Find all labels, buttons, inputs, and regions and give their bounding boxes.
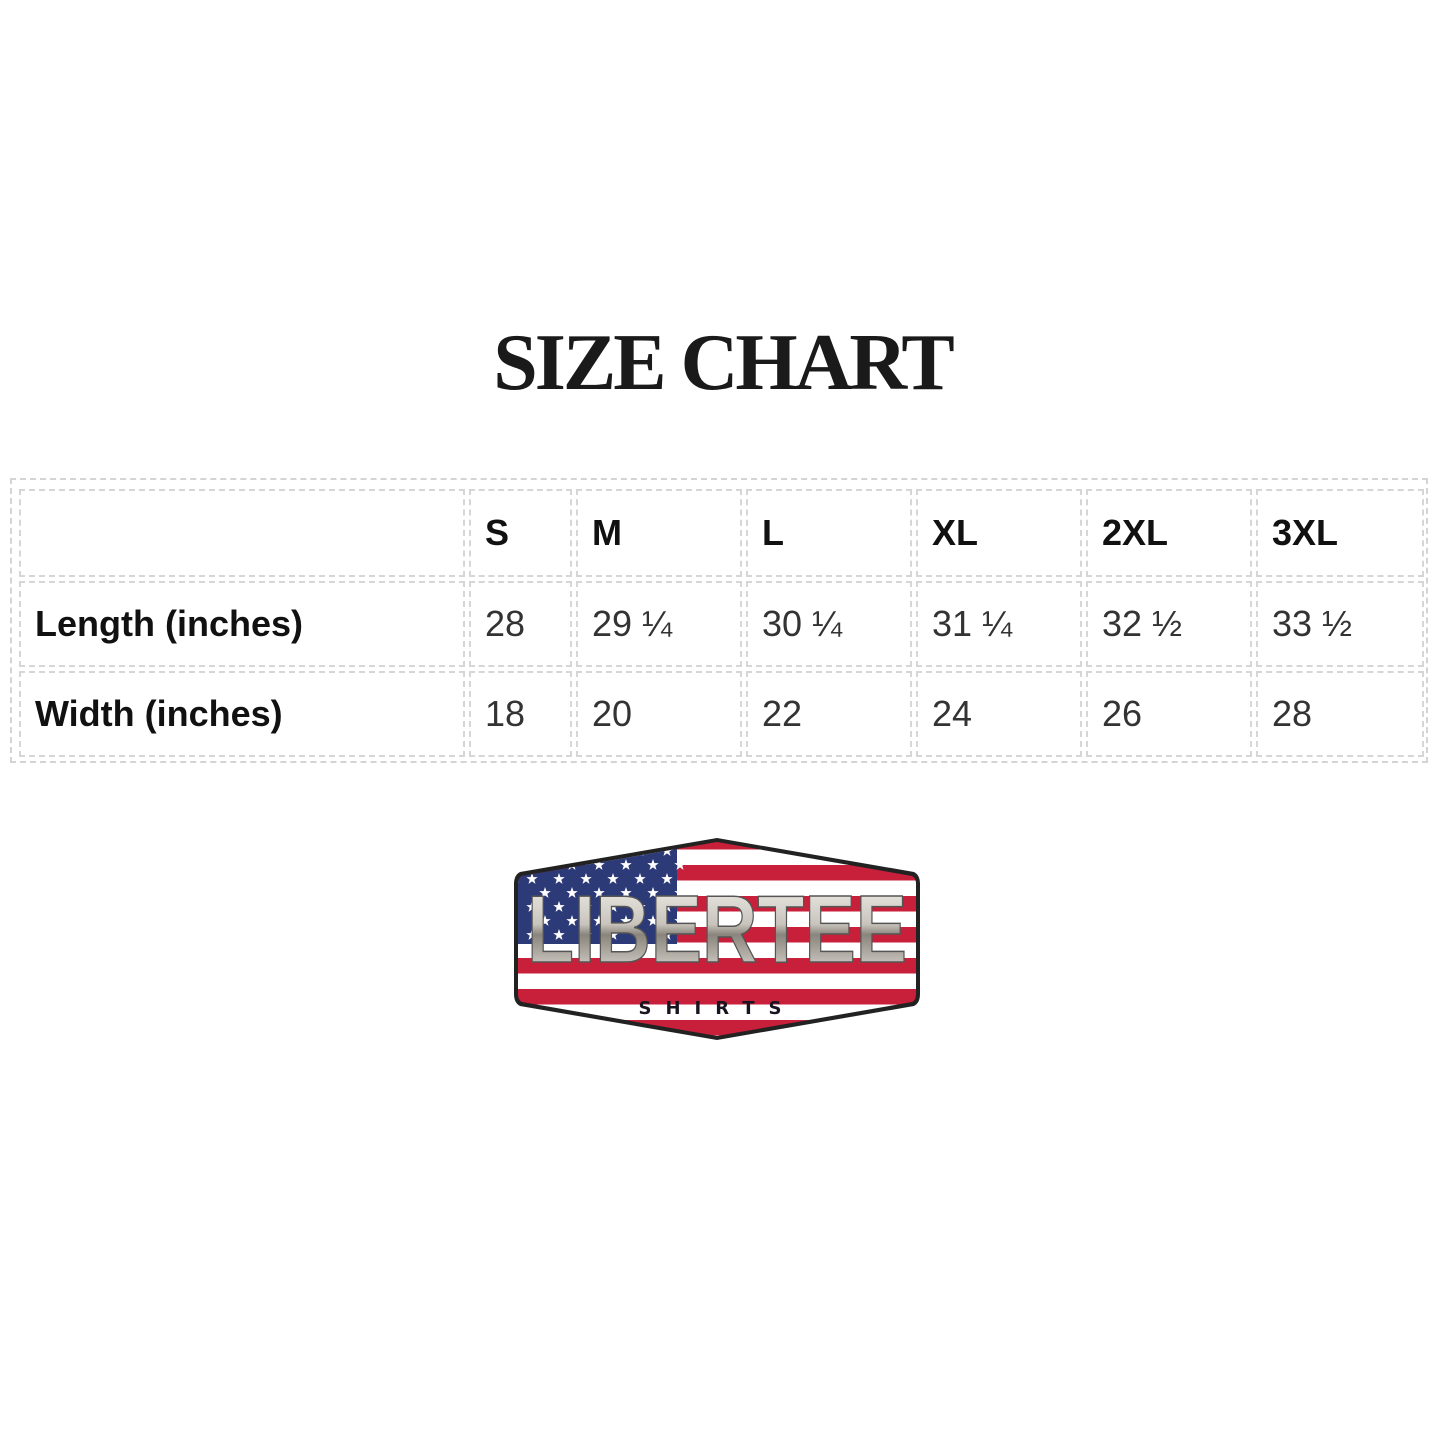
header-m: M — [576, 489, 742, 577]
header-3xl: 3XL — [1256, 489, 1424, 577]
cell: 32 ½ — [1086, 581, 1252, 667]
star-icon — [661, 929, 673, 940]
flag-stripe — [518, 1004, 916, 1020]
star-icon — [566, 915, 578, 926]
row-label-width: Width (inches) — [19, 671, 465, 757]
star-icon — [620, 915, 632, 926]
star-icon — [553, 929, 565, 940]
table-header-row: S M L XL 2XL 3XL — [19, 489, 1424, 577]
star-icon — [593, 915, 605, 926]
flag-stripe — [518, 973, 916, 989]
star-icon — [607, 901, 619, 912]
flag-stripe — [518, 942, 916, 958]
star-icon — [674, 915, 686, 926]
header-empty — [19, 489, 465, 577]
flag-stripe — [518, 1020, 916, 1036]
star-icon — [674, 887, 686, 898]
star-icon — [553, 845, 565, 856]
star-icon — [634, 929, 646, 940]
flag-stripe — [518, 1035, 916, 1036]
cell: 20 — [576, 671, 742, 757]
star-icon — [661, 873, 673, 884]
star-icon — [593, 887, 605, 898]
star-icon — [620, 887, 632, 898]
star-icon — [526, 901, 538, 912]
star-icon — [647, 915, 659, 926]
cell: 28 — [469, 581, 572, 667]
cell: 30 ¼ — [746, 581, 912, 667]
header-s: S — [469, 489, 572, 577]
cell: 33 ½ — [1256, 581, 1424, 667]
row-label-length: Length (inches) — [19, 581, 465, 667]
star-icon — [634, 901, 646, 912]
star-icon — [580, 845, 592, 856]
star-icon — [580, 929, 592, 940]
table-border — [10, 478, 1428, 763]
cell: 24 — [916, 671, 1082, 757]
star-icon — [674, 859, 686, 870]
page-title: SIZE CHART — [493, 319, 954, 407]
star-icon — [647, 859, 659, 870]
header-l: L — [746, 489, 912, 577]
star-icon — [526, 929, 538, 940]
star-icon — [539, 915, 551, 926]
table-row: Width (inches) 18 20 22 24 26 28 — [19, 671, 1424, 757]
header-xl: XL — [916, 489, 1082, 577]
cell: 29 ¼ — [576, 581, 742, 667]
cell: 31 ¼ — [916, 581, 1082, 667]
header-2xl: 2XL — [1086, 489, 1252, 577]
flag-stripe — [518, 958, 916, 974]
star-icon — [539, 887, 551, 898]
star-icon — [566, 887, 578, 898]
star-icon — [607, 845, 619, 856]
logo-subtext: SHIRTS — [638, 998, 795, 1019]
size-table: S M L XL 2XL 3XL Length (inches) 28 29 ¼… — [15, 485, 1428, 761]
logo-text: LIBERTEE — [527, 876, 907, 983]
cell: 28 — [1256, 671, 1424, 757]
star-icon — [647, 887, 659, 898]
cell: 18 — [469, 671, 572, 757]
star-icon — [607, 929, 619, 940]
star-icon — [593, 859, 605, 870]
star-icon — [580, 901, 592, 912]
star-icon — [661, 901, 673, 912]
star-icon — [634, 873, 646, 884]
libertee-logo: LIBERTEE SHIRTS — [514, 838, 920, 1040]
star-icon — [553, 901, 565, 912]
flag-background — [518, 842, 916, 1036]
star-icon — [580, 873, 592, 884]
cell: 22 — [746, 671, 912, 757]
star-icon — [526, 845, 538, 856]
flag-stripe — [518, 849, 916, 865]
star-icon — [553, 873, 565, 884]
table-row: Length (inches) 28 29 ¼ 30 ¼ 31 ¼ 32 ½ 3… — [19, 581, 1424, 667]
star-icon — [607, 873, 619, 884]
star-icon — [620, 859, 632, 870]
flag-stripe — [518, 842, 916, 850]
cell: 26 — [1086, 671, 1252, 757]
star-icon — [526, 873, 538, 884]
flag-stripe — [518, 989, 916, 1005]
